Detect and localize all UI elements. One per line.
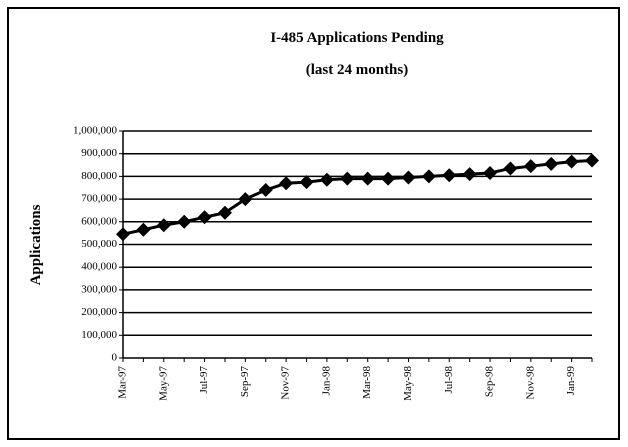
- y-tick-label: 200,000: [81, 306, 117, 318]
- y-tick-label: 1,000,000: [73, 125, 118, 137]
- x-tick-label: Jul-98: [443, 366, 455, 394]
- y-tick-label: 500,000: [81, 238, 117, 250]
- x-tick-label: Nov-97: [280, 366, 292, 400]
- data-point: [258, 183, 273, 198]
- data-point: [156, 218, 171, 233]
- data-point: [299, 175, 314, 190]
- x-tick-label: Jul-97: [198, 366, 210, 394]
- y-tick-label: 600,000: [81, 215, 117, 227]
- data-point: [116, 227, 130, 242]
- x-tick-label: Sep-98: [484, 366, 496, 398]
- y-tick-label: 0: [112, 352, 118, 364]
- x-tick-label: Jan-99: [565, 366, 577, 396]
- y-tick-label: 400,000: [81, 261, 117, 273]
- data-point: [503, 161, 518, 176]
- x-tick-label: May-98: [402, 366, 414, 401]
- x-tick-label: Mar-98: [361, 366, 373, 399]
- y-tick-label: 700,000: [81, 193, 117, 205]
- data-point: [136, 222, 151, 237]
- y-tick-label: 300,000: [81, 283, 117, 295]
- data-point: [340, 171, 355, 186]
- data-point: [279, 176, 294, 191]
- y-axis-title: Applications: [28, 204, 44, 285]
- data-point: [360, 171, 375, 186]
- x-tick-label: Sep-97: [239, 366, 251, 398]
- data-point: [544, 156, 559, 171]
- data-point: [564, 154, 579, 169]
- data-point: [483, 165, 498, 180]
- data-point: [381, 171, 396, 186]
- data-point: [319, 172, 334, 187]
- data-point: [523, 159, 538, 174]
- data-point: [217, 205, 232, 220]
- data-point: [401, 170, 416, 185]
- data-point: [177, 214, 192, 229]
- chart-subtitle: (last 24 months): [306, 62, 409, 78]
- data-point: [442, 168, 457, 183]
- y-tick-label: 900,000: [81, 147, 117, 159]
- data-point: [585, 153, 599, 168]
- chart-frame: [7, 7, 620, 440]
- y-tick-label: 800,000: [81, 170, 117, 182]
- data-point: [462, 167, 477, 182]
- data-point: [197, 210, 212, 225]
- x-tick-label: Nov-98: [524, 366, 536, 400]
- x-tick-label: May-97: [157, 366, 169, 401]
- data-point: [238, 192, 253, 207]
- data-point: [421, 169, 436, 184]
- x-tick-label: Mar-97: [117, 366, 129, 399]
- x-tick-label: Jan-98: [320, 366, 332, 396]
- y-tick-label: 100,000: [81, 329, 117, 341]
- chart-title: I-485 Applications Pending: [270, 30, 444, 46]
